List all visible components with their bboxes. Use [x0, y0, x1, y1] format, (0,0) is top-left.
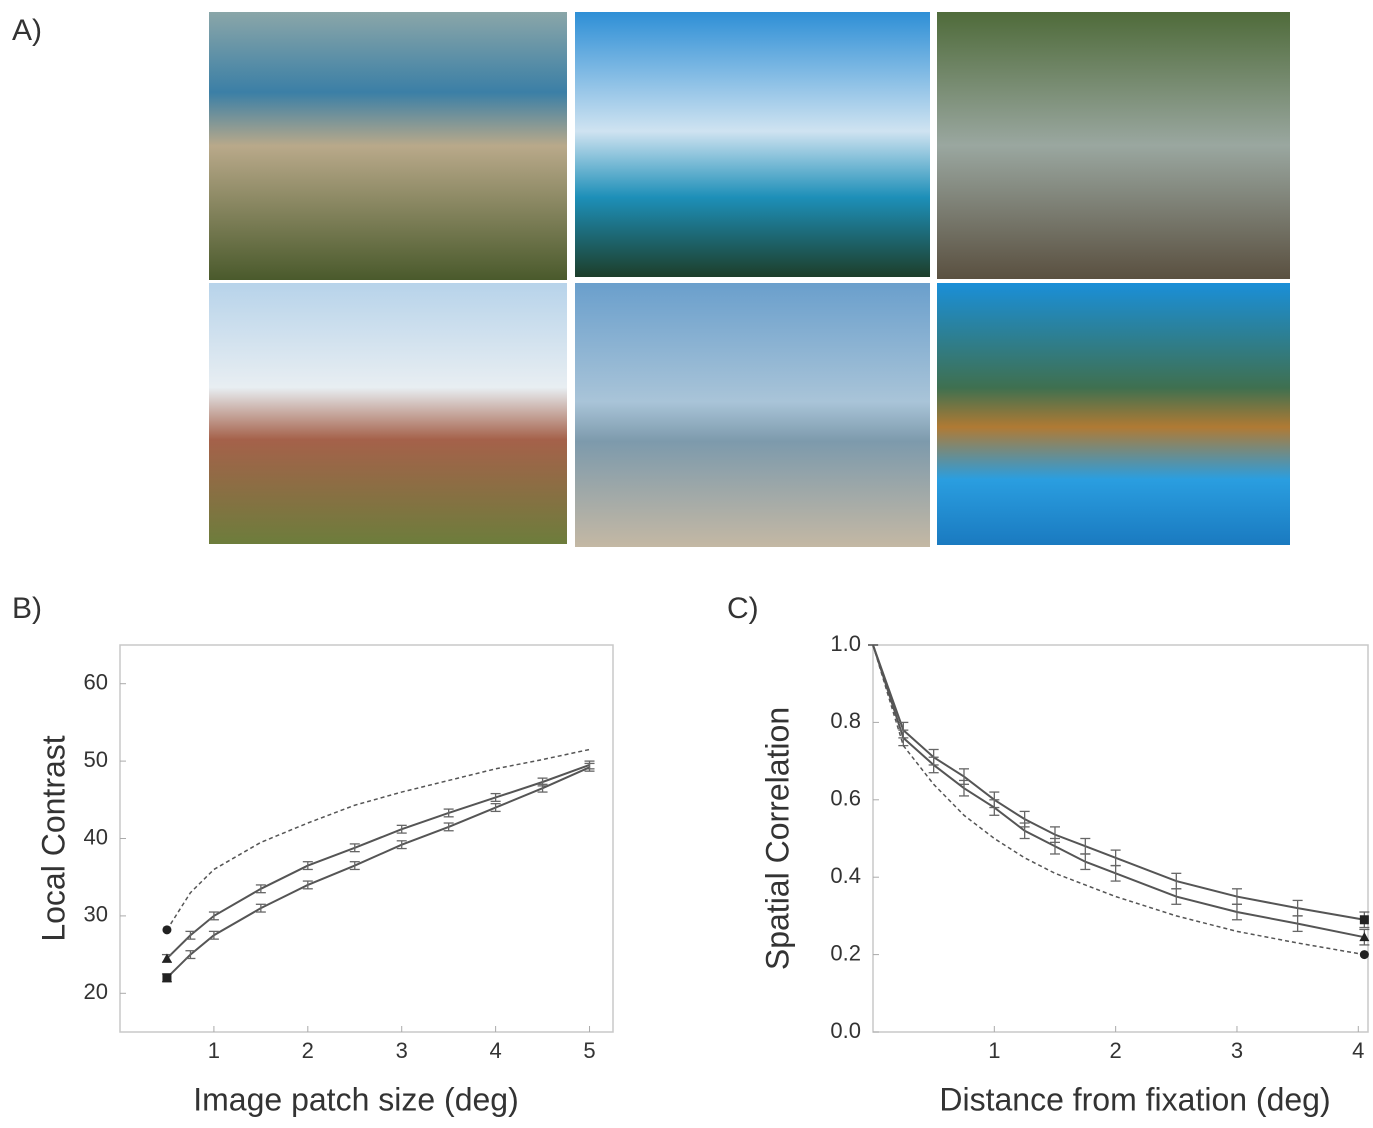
- error-bar: [491, 794, 501, 802]
- x-axis-label: Image patch size (deg): [193, 1081, 519, 1117]
- page: A) B) 20 30 40 50 60 1 2 3 4 5 Image patch size (de…: [0, 0, 1373, 1123]
- x-axis-label: Distance from fixation (deg): [939, 1081, 1330, 1117]
- photo: [575, 283, 930, 547]
- series-line: [873, 645, 1364, 920]
- error-bar: [397, 825, 407, 833]
- y-tick-label: 60: [84, 670, 108, 695]
- photo: [209, 283, 567, 544]
- x-tick-label: 4: [489, 1038, 501, 1063]
- y-tick-label: 0.8: [830, 708, 861, 733]
- panel-label: A): [12, 14, 42, 47]
- series-line: [873, 645, 1364, 937]
- series-line: [167, 767, 590, 978]
- series-line: [873, 645, 1364, 955]
- x-tick-label: 1: [208, 1038, 220, 1063]
- y-axis-label: Local Contrast: [35, 735, 71, 941]
- error-bar: [1111, 850, 1121, 865]
- photo: [937, 283, 1290, 545]
- y-tick-label: 20: [84, 979, 108, 1004]
- y-tick-label: 0.0: [830, 1018, 861, 1043]
- x-tick-label: 4: [1352, 1038, 1364, 1063]
- y-tick-label: 40: [84, 824, 108, 849]
- x-tick-label: 5: [583, 1038, 595, 1063]
- y-axis-label: Spatial Correlation: [759, 707, 795, 970]
- x-tick-label: 1: [988, 1038, 1000, 1063]
- error-bar: [491, 804, 501, 812]
- x-tick-label: 2: [1110, 1038, 1122, 1063]
- y-tick-label: 0.6: [830, 786, 861, 811]
- error-bar: [350, 844, 360, 852]
- x-tick-label: 3: [396, 1038, 408, 1063]
- error-bar: [1080, 839, 1090, 854]
- marker: [1360, 950, 1369, 959]
- figure: A) B) 20 30 40 50 60 1 2 3 4 5 Image patch size (de…: [0, 0, 1373, 1123]
- y-tick-label: 50: [84, 747, 108, 772]
- y-tick-label: 1.0: [830, 631, 861, 656]
- error-bar: [1020, 823, 1030, 838]
- photo: [575, 12, 930, 277]
- x-tick-label: 2: [302, 1038, 314, 1063]
- error-bar: [444, 823, 454, 831]
- photo-grid: [209, 12, 1290, 547]
- error-bar: [959, 780, 969, 795]
- plot-frame: [873, 645, 1368, 1032]
- error-bar: [1111, 866, 1121, 881]
- marker: [162, 925, 171, 934]
- marker: [1360, 915, 1369, 924]
- y-tick-label: 0.2: [830, 940, 861, 965]
- x-tick-label: 3: [1231, 1038, 1243, 1063]
- series-line: [167, 749, 590, 929]
- photo: [209, 12, 567, 280]
- y-tick-label: 0.4: [830, 863, 861, 888]
- error-bar: [1080, 854, 1090, 869]
- plot-frame: [120, 645, 613, 1032]
- photo: [937, 12, 1290, 279]
- error-bar: [397, 841, 407, 849]
- y-tick-label: 30: [84, 902, 108, 927]
- panel-label: B): [12, 592, 42, 625]
- error-bar: [444, 809, 454, 817]
- error-bar: [350, 862, 360, 870]
- error-bar: [1050, 839, 1060, 854]
- marker: [162, 973, 171, 982]
- panel-label: C): [727, 592, 759, 625]
